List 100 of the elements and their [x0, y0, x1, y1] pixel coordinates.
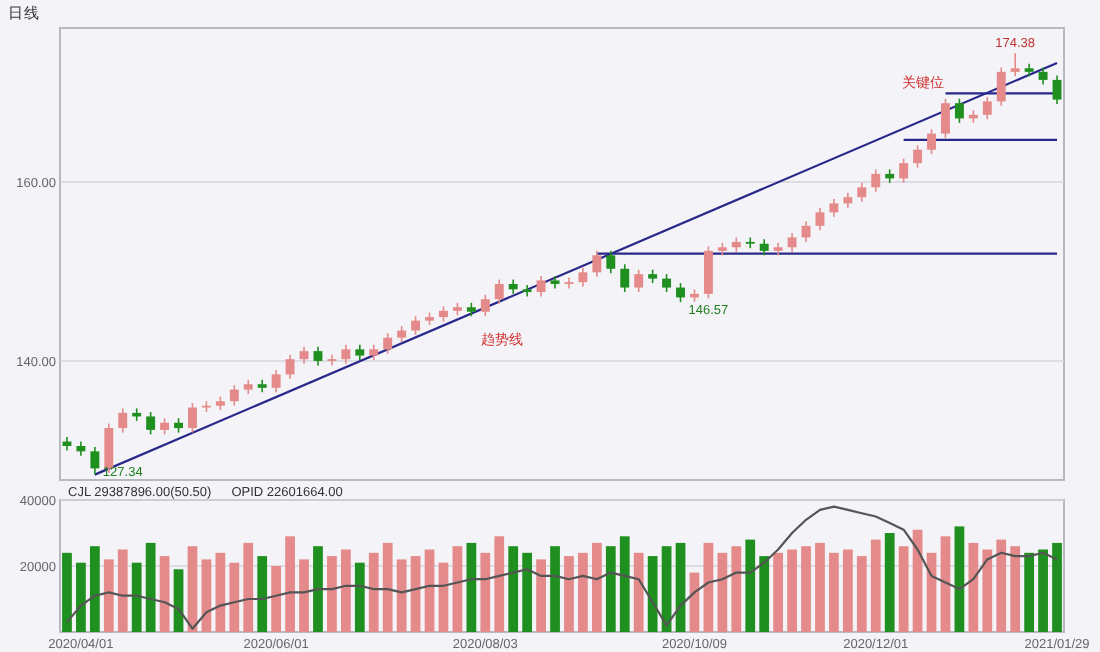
bar [578, 552, 588, 632]
candlestick [480, 293, 490, 318]
candlestick [787, 232, 797, 253]
bar [508, 546, 519, 632]
candlestick [996, 66, 1006, 107]
bar [591, 542, 602, 632]
candlestick [522, 284, 532, 298]
candlestick [815, 207, 825, 232]
bar [745, 539, 756, 632]
bar [396, 559, 407, 632]
bar [480, 552, 491, 632]
bar [856, 556, 867, 632]
bar [605, 546, 616, 632]
bar [815, 542, 825, 632]
bar [968, 542, 979, 632]
bar [647, 556, 658, 632]
bar [522, 552, 533, 632]
candlestick [620, 263, 630, 293]
candlestick [229, 384, 239, 407]
bar [536, 559, 546, 632]
bar [215, 552, 226, 632]
candlestick [703, 245, 713, 300]
bar [229, 562, 240, 632]
bar [131, 562, 142, 632]
bar [773, 552, 784, 632]
bar [898, 546, 909, 632]
bar [145, 542, 156, 632]
candlestick [592, 250, 602, 278]
candlestick [606, 250, 616, 275]
candlestick [857, 182, 867, 203]
candlestick [536, 275, 546, 298]
bar [759, 556, 770, 632]
candlestick [494, 278, 504, 305]
bar [787, 549, 797, 632]
candlestick [913, 144, 923, 169]
bar [982, 549, 993, 632]
bar [494, 536, 505, 632]
bar [368, 552, 379, 632]
bar [1024, 552, 1035, 632]
bar [717, 552, 728, 632]
candlestick [982, 96, 992, 121]
candlestick [1052, 74, 1062, 105]
candlestick [564, 276, 574, 290]
candlestick [313, 345, 323, 367]
bar [452, 546, 463, 632]
bar [76, 562, 86, 632]
bar [159, 556, 170, 632]
candlestick [578, 267, 588, 288]
candlestick [745, 236, 755, 249]
candlestick [118, 407, 128, 434]
bar [103, 559, 114, 632]
bar [243, 542, 254, 632]
bar [257, 556, 268, 632]
bar [271, 566, 282, 632]
candlestick [927, 128, 936, 155]
bar [62, 552, 72, 632]
bar [340, 549, 351, 632]
bar [382, 542, 393, 632]
bar [564, 556, 574, 632]
bar [117, 549, 128, 632]
bar [703, 542, 714, 632]
candlestick [871, 168, 881, 193]
bar [731, 546, 742, 632]
candlestick [285, 353, 295, 380]
bar [940, 536, 951, 632]
candlestick [383, 332, 393, 355]
bar [89, 546, 100, 632]
bar [870, 539, 881, 632]
candlestick [941, 97, 950, 139]
bar [354, 562, 365, 632]
bar [996, 539, 1007, 632]
candlestick [634, 268, 644, 293]
bar [801, 546, 811, 632]
candlestick [188, 402, 197, 434]
bar [1010, 546, 1021, 632]
candlestick [899, 157, 909, 184]
bar [550, 546, 560, 632]
bar [633, 552, 644, 632]
candlestick [341, 344, 351, 365]
line-series [65, 505, 1059, 630]
candlestick [411, 315, 421, 336]
bar [619, 536, 630, 632]
bar [954, 526, 965, 632]
bar [299, 559, 309, 632]
bar [466, 542, 477, 632]
bar [1052, 542, 1062, 632]
candlestick [676, 282, 685, 303]
candlestick [90, 446, 100, 476]
bar [1038, 549, 1048, 632]
candlestick [1010, 52, 1020, 78]
candlestick [954, 97, 964, 124]
bar [285, 536, 295, 632]
candlestick [271, 369, 281, 394]
bar [313, 546, 323, 632]
bar [327, 556, 337, 632]
candlestick [327, 353, 337, 367]
candlestick [146, 411, 156, 436]
bar [842, 549, 853, 632]
bar [884, 533, 895, 632]
bar [829, 552, 839, 632]
